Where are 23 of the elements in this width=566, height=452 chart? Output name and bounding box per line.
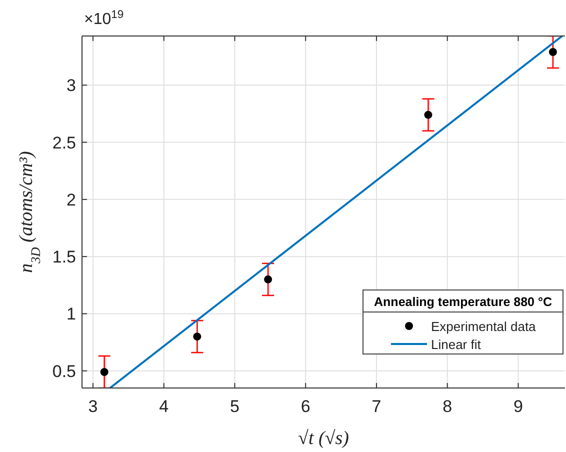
legend-label: Experimental data xyxy=(431,319,537,334)
x-tick-label: 4 xyxy=(159,397,169,416)
x-tick-label: 3 xyxy=(88,397,98,416)
point xyxy=(100,368,108,376)
text: ×10$^{19}$ xyxy=(84,9,124,28)
point xyxy=(193,332,202,341)
x-tick-label: 7 xyxy=(372,397,382,416)
legend-title: Annealing temperature 880 °C xyxy=(374,295,552,309)
y-tick-label: 1.5 xyxy=(52,248,76,267)
x-tick-label: 8 xyxy=(442,397,452,416)
x-tick-label: 9 xyxy=(513,397,523,416)
point xyxy=(264,275,272,284)
y-tick-label: 3 xyxy=(66,76,76,96)
y-tick-label: 2 xyxy=(66,190,76,210)
x-axis-title: √t (√s) xyxy=(298,428,349,449)
point xyxy=(548,48,557,56)
y-tick-label: 1 xyxy=(66,304,76,324)
x-tick-label: 5 xyxy=(230,397,240,416)
y-tick-label: 2.5 xyxy=(52,133,76,152)
point xyxy=(424,110,432,119)
y-tick-label: 0.5 xyxy=(52,362,76,381)
x-tick-label: 6 xyxy=(300,397,310,416)
legend-label: Linear fit xyxy=(431,337,482,352)
